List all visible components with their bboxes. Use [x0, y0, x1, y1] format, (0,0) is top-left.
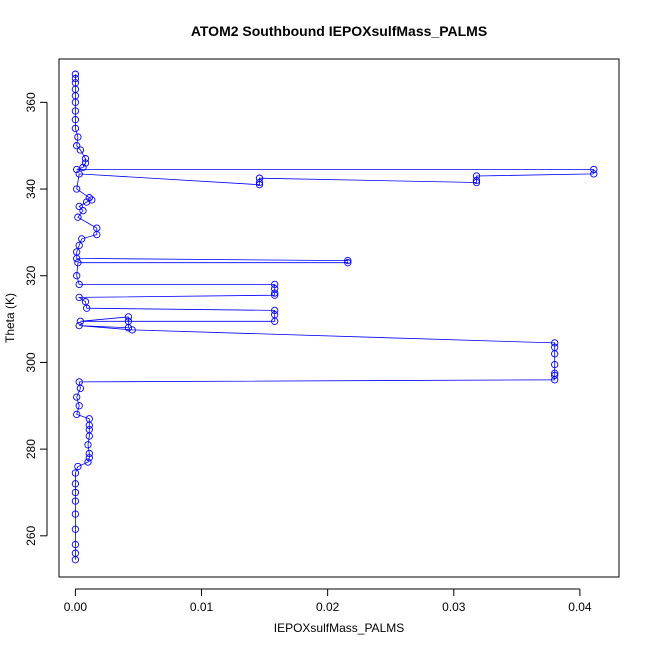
x-tick-label: 0.03	[442, 600, 466, 614]
data-point	[75, 321, 83, 330]
data-point	[74, 462, 82, 471]
data-point	[551, 371, 559, 380]
data-point	[71, 70, 80, 78]
data-point	[472, 178, 481, 187]
series-line	[75, 74, 595, 560]
data-point	[71, 488, 80, 497]
data-point	[71, 74, 80, 83]
y-tick-label: 300	[24, 352, 38, 372]
data-point	[75, 241, 83, 250]
data-point	[84, 441, 92, 449]
data-point	[344, 259, 352, 267]
y-tick-label: 320	[24, 265, 38, 285]
data-point	[88, 196, 96, 204]
data-point	[71, 98, 80, 106]
data-point	[84, 458, 92, 466]
chart-title: ATOM2 Southbound IEPOXsulfMass_PALMS	[191, 23, 487, 39]
data-point	[75, 280, 83, 289]
data-point	[81, 155, 90, 163]
data-point	[71, 540, 80, 549]
data-point	[472, 176, 481, 185]
data-point	[551, 350, 559, 358]
data-point	[81, 159, 90, 167]
data-point	[73, 165, 81, 174]
data-point	[73, 410, 81, 419]
data-point	[85, 432, 93, 440]
data-point	[85, 449, 93, 458]
data-point	[79, 207, 87, 215]
data-point	[79, 163, 87, 172]
x-tick-label: 0.00	[64, 600, 88, 614]
y-tick-label: 260	[24, 525, 38, 545]
y-tick-label: 280	[24, 439, 38, 459]
data-point	[83, 198, 91, 206]
data-point	[124, 324, 133, 332]
data-point	[85, 421, 93, 429]
data-point	[75, 402, 83, 410]
plot-content	[71, 70, 598, 564]
data-point	[71, 480, 80, 488]
data-point	[271, 306, 279, 315]
data-point	[83, 304, 91, 312]
y-axis-label: Theta (K)	[3, 293, 17, 343]
y-tick-label: 360	[24, 92, 38, 112]
data-point	[73, 272, 81, 280]
data-point	[344, 256, 352, 265]
data-point	[85, 194, 93, 202]
data-point	[255, 181, 264, 189]
data-point	[551, 339, 559, 347]
data-point	[124, 313, 133, 321]
data-point	[75, 202, 83, 211]
data-point	[73, 393, 81, 401]
data-point	[74, 259, 82, 267]
data-point	[71, 124, 80, 133]
data-point	[74, 133, 82, 141]
data-point	[76, 317, 85, 325]
x-axis-label: IEPOXsulfMass_PALMS	[274, 621, 405, 635]
data-point	[78, 235, 86, 243]
data-point	[71, 107, 80, 115]
x-axis: 0.00 0.01 0.02 0.03 0.04	[64, 588, 592, 614]
data-point	[75, 293, 83, 302]
data-point	[551, 376, 559, 384]
data-point	[128, 326, 136, 334]
data-point	[71, 525, 80, 533]
data-point	[93, 230, 101, 239]
data-point	[76, 146, 85, 154]
data-point	[590, 165, 598, 174]
data-point	[271, 280, 279, 289]
x-tick-label: 0.02	[316, 600, 340, 614]
data-point	[271, 317, 279, 325]
data-point	[71, 116, 80, 124]
data-point	[85, 454, 93, 462]
data-point	[255, 178, 264, 187]
data-point	[76, 384, 85, 393]
data-point	[75, 170, 83, 178]
data-point	[271, 291, 279, 299]
y-axis: 260 280 300 320 340 360	[24, 92, 48, 546]
data-point	[71, 469, 80, 477]
data-point	[73, 254, 81, 263]
data-point	[74, 213, 82, 221]
data-point	[551, 360, 559, 369]
data-point	[271, 289, 279, 297]
x-tick-label: 0.01	[190, 600, 214, 614]
data-point	[73, 142, 81, 150]
data-point	[73, 185, 81, 193]
y-tick-label: 340	[24, 179, 38, 199]
data-point	[71, 497, 80, 505]
data-point	[71, 556, 80, 564]
data-point	[590, 170, 598, 178]
data-point	[71, 510, 80, 518]
plot-frame	[58, 58, 620, 578]
x-tick-label: 0.04	[568, 600, 592, 614]
